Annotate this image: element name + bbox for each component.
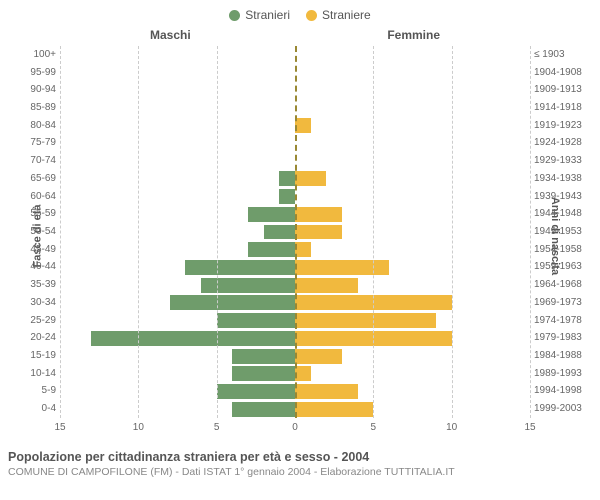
age-label: 65-69: [20, 173, 56, 184]
age-label: 10-14: [20, 368, 56, 379]
bar-male: [232, 366, 295, 381]
bar-female: [295, 313, 436, 328]
bar-male: [264, 225, 295, 240]
age-label: 5-9: [20, 385, 56, 396]
plot-area: [60, 46, 530, 418]
year-label: 1919-1923: [534, 120, 594, 131]
year-label: 1969-1973: [534, 297, 594, 308]
bar-female: [295, 171, 326, 186]
year-label: 1949-1953: [534, 226, 594, 237]
x-tick: 10: [133, 422, 144, 433]
age-label: 30-34: [20, 297, 56, 308]
bar-male: [232, 349, 295, 364]
bar-male: [217, 384, 295, 399]
caption: Popolazione per cittadinanza straniera p…: [0, 446, 600, 478]
bar-male: [279, 189, 295, 204]
x-tick: 0: [292, 422, 298, 433]
swatch-female: [306, 10, 317, 21]
bar-female: [295, 278, 358, 293]
x-tick: 10: [446, 422, 457, 433]
bar-male: [185, 260, 295, 275]
grid-line: [217, 46, 218, 418]
age-label: 20-24: [20, 332, 56, 343]
age-label: 80-84: [20, 120, 56, 131]
age-label: 35-39: [20, 279, 56, 290]
x-tick: 15: [524, 422, 535, 433]
header-female: Femmine: [387, 28, 440, 42]
grid-line: [452, 46, 453, 418]
year-label: 1994-1998: [534, 385, 594, 396]
bar-male: [170, 295, 295, 310]
bar-male: [248, 242, 295, 257]
bar-male: [279, 171, 295, 186]
bar-male: [232, 402, 295, 417]
swatch-male: [229, 10, 240, 21]
legend-male: Stranieri: [229, 8, 290, 22]
bar-female: [295, 242, 311, 257]
bar-male: [248, 207, 295, 222]
bar-male: [91, 331, 295, 346]
bar-male: [217, 313, 295, 328]
year-label: 1939-1943: [534, 191, 594, 202]
year-label: 1974-1978: [534, 315, 594, 326]
bar-female: [295, 260, 389, 275]
age-label: 40-44: [20, 261, 56, 272]
age-label: 95-99: [20, 67, 56, 78]
year-label: 1979-1983: [534, 332, 594, 343]
age-label: 55-59: [20, 208, 56, 219]
chart: Maschi Femmine Fasce di età Anni di nasc…: [0, 26, 600, 446]
bar-female: [295, 118, 311, 133]
bar-female: [295, 384, 358, 399]
age-label: 25-29: [20, 315, 56, 326]
age-label: 45-49: [20, 244, 56, 255]
bar-female: [295, 207, 342, 222]
year-label: 1929-1933: [534, 155, 594, 166]
age-label: 15-19: [20, 350, 56, 361]
legend-female-label: Straniere: [322, 8, 371, 22]
year-label: 1984-1988: [534, 350, 594, 361]
age-label: 0-4: [20, 403, 56, 414]
zero-line: [295, 46, 297, 418]
x-tick: 5: [214, 422, 220, 433]
year-label: 1954-1958: [534, 244, 594, 255]
x-tick: 5: [371, 422, 377, 433]
year-label: 1944-1948: [534, 208, 594, 219]
year-label: 1999-2003: [534, 403, 594, 414]
year-label: 1934-1938: [534, 173, 594, 184]
bar-male: [201, 278, 295, 293]
year-label: 1959-1963: [534, 261, 594, 272]
header-male: Maschi: [150, 28, 191, 42]
bar-female: [295, 366, 311, 381]
caption-title: Popolazione per cittadinanza straniera p…: [8, 450, 592, 464]
grid-line: [138, 46, 139, 418]
age-label: 50-54: [20, 226, 56, 237]
legend: Stranieri Straniere: [0, 0, 600, 26]
bar-female: [295, 349, 342, 364]
bar-female: [295, 225, 342, 240]
age-label: 60-64: [20, 191, 56, 202]
caption-subtitle: COMUNE DI CAMPOFILONE (FM) - Dati ISTAT …: [8, 466, 592, 478]
legend-female: Straniere: [306, 8, 371, 22]
grid-line: [60, 46, 61, 418]
bar-female: [295, 402, 373, 417]
year-label: 1989-1993: [534, 368, 594, 379]
x-tick: 15: [54, 422, 65, 433]
year-label: 1904-1908: [534, 67, 594, 78]
year-label: 1924-1928: [534, 137, 594, 148]
grid-line: [530, 46, 531, 418]
year-label: ≤ 1903: [534, 49, 594, 60]
age-label: 75-79: [20, 137, 56, 148]
grid-line: [373, 46, 374, 418]
legend-male-label: Stranieri: [245, 8, 290, 22]
age-label: 90-94: [20, 84, 56, 95]
age-label: 85-89: [20, 102, 56, 113]
year-label: 1964-1968: [534, 279, 594, 290]
age-label: 100+: [20, 49, 56, 60]
x-axis-ticks: 15105051015: [60, 422, 530, 436]
year-label: 1909-1913: [534, 84, 594, 95]
year-label: 1914-1918: [534, 102, 594, 113]
age-label: 70-74: [20, 155, 56, 166]
